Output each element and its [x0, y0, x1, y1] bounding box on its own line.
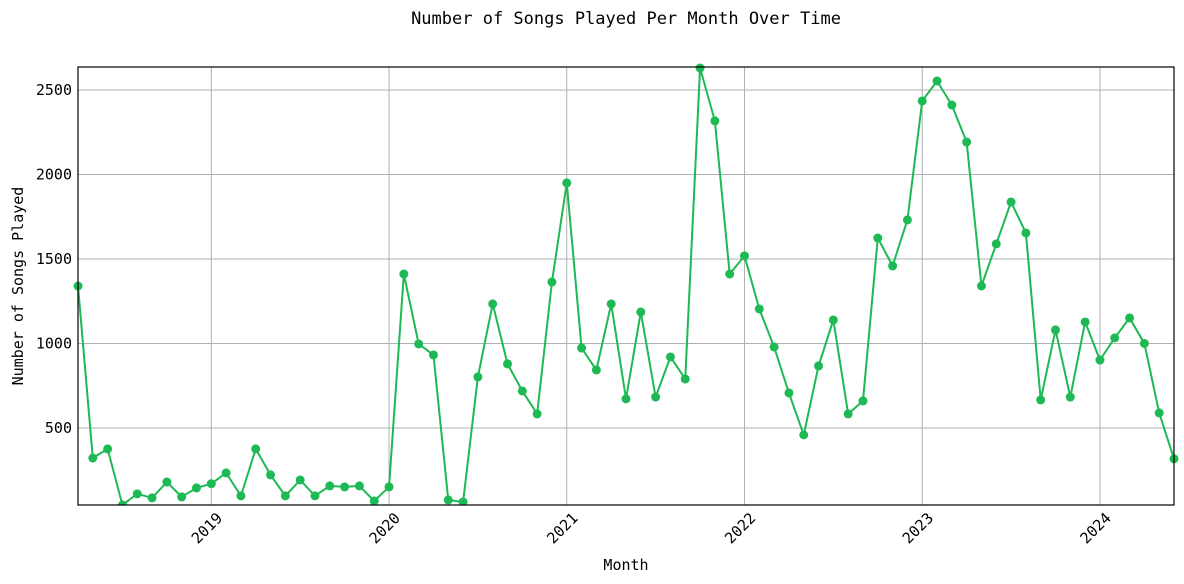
point: [888, 261, 898, 271]
x-tick-label: 2023: [899, 509, 937, 547]
point: [1080, 317, 1090, 327]
point: [962, 137, 972, 147]
point: [1036, 395, 1046, 405]
point: [680, 374, 690, 384]
point: [1154, 408, 1164, 418]
point: [636, 307, 646, 317]
point: [547, 277, 557, 287]
point: [428, 350, 438, 360]
point: [117, 500, 127, 505]
point: [606, 299, 616, 309]
point: [947, 100, 957, 110]
point: [739, 251, 749, 261]
point: [577, 343, 587, 353]
point: [221, 468, 231, 478]
point: [858, 396, 868, 406]
point: [769, 342, 779, 352]
point: [710, 116, 720, 126]
grid: [78, 67, 1174, 505]
point: [1095, 355, 1105, 365]
point: [1110, 333, 1120, 343]
point: [266, 470, 276, 480]
point: [414, 339, 424, 349]
point: [1021, 228, 1031, 238]
y-tick-label: 1500: [36, 250, 72, 268]
point: [280, 491, 290, 501]
y-tick-label: 2000: [36, 165, 72, 183]
plot-frame: [77, 66, 1175, 506]
marks: [73, 63, 1179, 505]
point: [621, 394, 631, 404]
point: [206, 479, 216, 489]
point: [532, 409, 542, 419]
point: [665, 352, 675, 362]
y-tick-label: 2500: [36, 81, 72, 99]
point: [473, 372, 483, 382]
point: [177, 492, 187, 502]
point: [754, 304, 764, 314]
point: [399, 269, 409, 279]
point: [191, 483, 201, 493]
line: [77, 67, 1175, 505]
point: [902, 215, 912, 225]
y-axis-label: Number of Songs Played: [9, 187, 27, 386]
point: [799, 430, 809, 440]
point: [976, 281, 986, 291]
point: [843, 409, 853, 419]
point: [1125, 313, 1135, 323]
point: [354, 481, 364, 491]
point: [517, 386, 527, 396]
point: [162, 477, 172, 487]
point: [695, 63, 705, 73]
x-axis-label: Month: [603, 556, 648, 574]
x-tick-label: 2022: [721, 509, 759, 547]
point: [458, 497, 468, 505]
point: [1139, 338, 1149, 348]
point: [88, 453, 98, 463]
y-tick-label: 1000: [36, 334, 72, 352]
point: [1065, 392, 1075, 402]
x-tick-label: 2020: [366, 509, 404, 547]
point: [295, 475, 305, 485]
point: [1006, 197, 1016, 207]
point: [917, 96, 927, 106]
point: [103, 444, 113, 454]
point: [873, 233, 883, 243]
point: [147, 493, 157, 503]
point: [562, 178, 572, 188]
point: [591, 365, 601, 375]
point: [725, 269, 735, 279]
point: [251, 444, 261, 454]
point: [1051, 325, 1061, 335]
chart-title: Number of Songs Played Per Month Over Ti…: [411, 9, 841, 29]
point: [488, 299, 498, 309]
point: [814, 361, 824, 371]
point: [503, 359, 513, 369]
point: [340, 482, 350, 492]
point: [784, 388, 794, 398]
point: [828, 315, 838, 325]
x-tick-label: 2019: [188, 509, 226, 547]
x-tick-label: 2024: [1077, 509, 1115, 547]
point: [310, 491, 320, 501]
point: [236, 491, 246, 501]
point: [991, 239, 1001, 249]
point: [651, 392, 661, 402]
point: [369, 496, 379, 505]
point: [932, 76, 942, 86]
point: [384, 482, 394, 492]
point: [132, 489, 142, 499]
point: [443, 495, 453, 505]
y-tick-label: 500: [45, 419, 72, 437]
x-tick-label: 2021: [543, 509, 581, 547]
point: [325, 481, 335, 491]
